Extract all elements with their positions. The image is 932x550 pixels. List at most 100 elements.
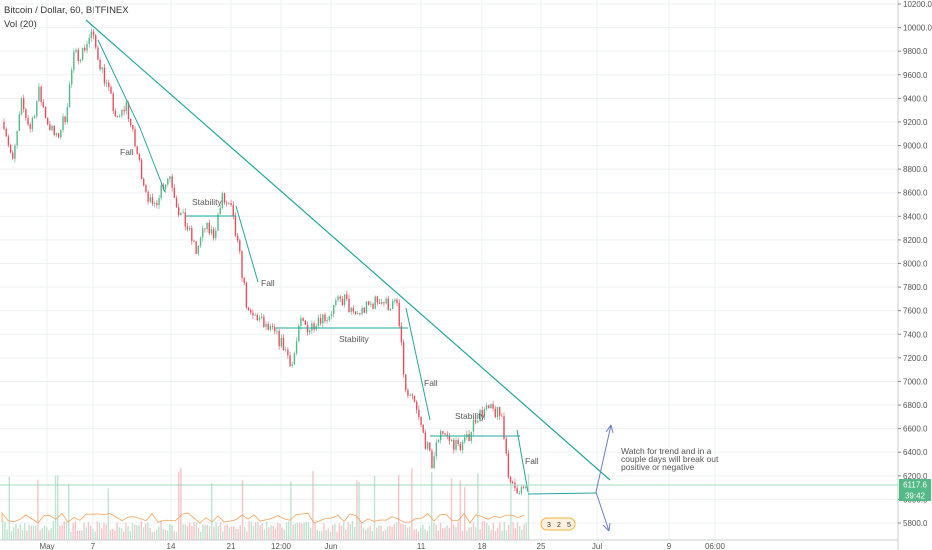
volume-bar [444,527,446,540]
candle-body [512,482,514,483]
volume-bar [268,527,270,540]
volume-bar [167,530,169,540]
price-axis[interactable]: 10200.0 10000.0 9800.0 9600.0 9400.0 9200.0 90… [897,0,932,550]
candle-body [435,442,438,457]
volume-bar [343,522,345,540]
volume-bar [26,530,28,540]
candle-body [184,212,186,227]
candle-body [291,364,293,366]
candle-body [241,251,243,278]
candle-body [215,230,217,239]
candle-body [243,277,245,283]
volume-bar [138,525,140,540]
candle-body [90,31,93,38]
volume-bar [4,521,6,540]
volume-bar [422,524,424,540]
annotation-text: Fall [261,278,275,288]
volume-bar [424,529,426,540]
annotation-text: positive or negative [621,462,695,472]
price-tick-label: 9600.0 [903,71,928,80]
volume-bar [125,522,127,540]
volume-bar [450,478,453,540]
price-tick-label: 8000.0 [903,260,928,269]
volume-bar [127,526,129,540]
candle-body [415,401,418,410]
volume-bar [96,521,98,540]
candle-body [226,202,228,204]
volume-bar [235,528,237,540]
volume-bar [65,521,68,540]
candle-body [75,49,77,52]
volume-bar [87,521,90,540]
candle-body [520,486,523,493]
candle-body [57,133,60,138]
candle-body [79,59,82,62]
volume-bar [101,528,103,540]
candle-body [127,102,130,119]
volume-bar [50,528,52,540]
annotation-text: Stability [339,334,370,344]
candle-body [29,124,31,129]
candle-body [328,316,331,321]
candle-body [236,235,239,241]
volume-bar [270,525,272,540]
volume-bar [134,524,136,540]
candle-body [494,408,496,417]
price-badge: 6117.6 [899,479,931,490]
volume-bar [145,523,147,540]
symbol-title: Bitcoin / Dollar, 60, BITFINEX [4,5,129,16]
candle-body [485,405,488,410]
volume-bar [382,531,384,540]
volume-bar [118,527,120,540]
volume-bar [233,526,235,540]
volume-bar [263,529,266,540]
volume-bar [283,529,285,540]
volume-bar [461,530,464,540]
candle-body [114,110,117,117]
time-tick-label: 25 [537,542,546,550]
events-markers[interactable]: 3 2 5 [540,517,576,531]
candle-body [138,154,141,160]
price-tick-label: 6600.0 [903,425,928,434]
candle-body [14,145,16,159]
time-axis[interactable]: May 7 14 21 12:00 Jun 11 18 25 Jul 9 06:00 [0,539,898,550]
candle-body [324,314,326,322]
volume-bar [402,524,404,540]
price-tick-label: 6200.0 [903,472,928,481]
volume-bar [294,523,296,540]
candle-body [376,296,379,303]
volume-bar [153,531,156,540]
volume-bar [318,531,321,540]
time-tick-label: 14 [167,542,176,550]
candle-body [287,349,289,356]
volume-bar [521,529,523,540]
candle-body [457,440,459,444]
volume-bar [129,531,131,540]
price-tick-label: 9200.0 [903,118,928,127]
candle-body [352,307,355,312]
candle-body [143,178,145,186]
volume-bar [255,521,257,540]
volume-bar [219,522,222,540]
volume-bar [57,475,59,540]
candle-body [509,477,512,483]
candle-body [411,394,414,396]
candle-body [149,197,152,202]
candle-body [418,409,420,417]
volume-bar [358,481,360,540]
candle-body [400,325,403,343]
volume-bar [169,524,171,540]
candle-body [442,431,444,434]
volume-bar [228,527,230,540]
descending-trendline [85,19,611,481]
volume-bar [389,525,391,540]
candle-body [140,159,143,179]
volume-bar [354,526,356,540]
volume-bar [54,475,57,540]
volume-bar [19,524,21,540]
volume-bar [508,524,510,540]
volume-bar [332,524,334,540]
candle-body [300,318,302,327]
candle-body [322,314,324,324]
